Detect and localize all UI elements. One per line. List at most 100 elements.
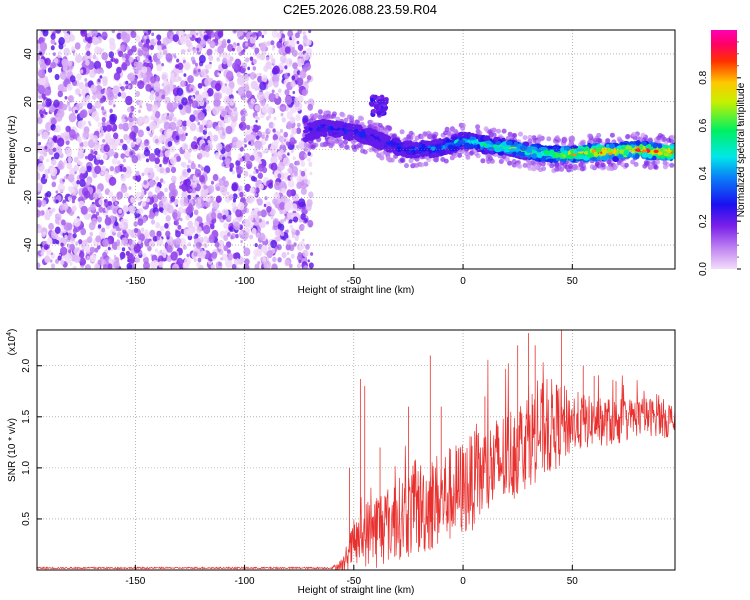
noise-blob — [214, 48, 218, 53]
noise-blob — [258, 164, 264, 172]
noise-blob — [63, 87, 68, 93]
noise-blob — [58, 163, 63, 169]
noise-blob — [95, 235, 102, 243]
noise-blob — [207, 63, 212, 70]
noise-blob — [103, 199, 107, 203]
noise-blob — [161, 145, 166, 151]
noise-blob — [179, 35, 187, 45]
noise-blob — [84, 78, 88, 82]
noise-blob — [226, 191, 230, 196]
noise-blob — [148, 56, 152, 61]
noise-blob — [231, 263, 237, 269]
noise-blob — [284, 95, 293, 105]
noise-blob — [270, 208, 276, 216]
noise-blob — [243, 131, 248, 137]
ridge-halo — [406, 134, 412, 140]
noise-blob — [46, 237, 53, 246]
noise-blob — [130, 127, 134, 131]
noise-blob — [252, 58, 257, 65]
noise-blob — [182, 244, 187, 250]
noise-blob — [184, 257, 191, 266]
noise-blob — [286, 252, 290, 255]
noise-blob — [277, 173, 282, 179]
noise-blob — [235, 160, 241, 167]
noise-blob — [65, 147, 73, 157]
noise-blob — [141, 200, 147, 207]
noise-blob — [77, 160, 82, 165]
noise-blob — [123, 53, 126, 57]
noise-blob — [148, 167, 154, 174]
noise-blob — [80, 103, 83, 107]
ridge-halo — [342, 139, 348, 145]
noise-blob — [247, 73, 251, 77]
noise-blob — [116, 231, 122, 238]
noise-blob — [202, 108, 207, 114]
noise-blob — [254, 47, 260, 54]
noise-blob — [77, 120, 85, 130]
noise-blob — [78, 239, 83, 245]
noise-blob — [89, 231, 94, 237]
noise-blob — [45, 98, 52, 107]
noise-blob — [198, 234, 201, 237]
noise-blob — [133, 120, 138, 126]
ridge-halo — [488, 132, 494, 138]
noise-blob — [175, 95, 183, 103]
noise-blob — [163, 79, 169, 86]
ridge-point — [373, 131, 380, 137]
ridge-point — [657, 151, 663, 156]
noise-blob — [268, 121, 274, 129]
spectrogram-y-tick-label: -40 — [23, 237, 34, 252]
noise-blob — [121, 118, 126, 124]
noise-blob — [257, 116, 261, 121]
ridge-halo — [408, 158, 414, 164]
noise-blob — [138, 99, 143, 106]
ridge-point — [563, 146, 570, 152]
noise-blob — [293, 216, 299, 223]
noise-blob — [179, 217, 183, 222]
noise-blob — [51, 181, 57, 188]
noise-blob — [279, 201, 286, 210]
ridge-point — [473, 144, 478, 149]
noise-blob — [289, 219, 293, 224]
noise-blob — [239, 230, 243, 235]
noise-blob — [236, 76, 244, 86]
ridge-point — [405, 150, 414, 156]
ridge-halo — [351, 144, 357, 150]
noise-blob — [100, 69, 105, 74]
noise-blob — [186, 253, 189, 257]
noise-blob — [271, 263, 278, 269]
noise-blob — [189, 114, 196, 122]
noise-blob — [203, 97, 207, 102]
ridge-halo — [643, 161, 649, 167]
ridge-halo — [657, 133, 663, 138]
ridge-point — [311, 122, 318, 128]
noise-blob — [74, 171, 77, 175]
ridge-halo — [468, 150, 474, 156]
noise-blob — [254, 193, 258, 197]
noise-blob — [120, 184, 128, 193]
noise-blob — [118, 83, 122, 88]
noise-blob — [235, 233, 239, 239]
ridge-point — [651, 155, 657, 161]
noise-blob — [139, 104, 143, 109]
noise-blob — [121, 237, 128, 246]
ridge-point — [319, 119, 328, 125]
noise-blob — [188, 148, 192, 153]
noise-blob — [191, 34, 195, 38]
noise-blob — [301, 89, 307, 96]
noise-blob — [79, 179, 86, 188]
noise-blob — [151, 219, 155, 225]
noise-blob — [57, 137, 65, 147]
noise-blob — [166, 128, 173, 137]
noise-blob — [239, 157, 244, 163]
ridge-halo — [589, 164, 595, 170]
noise-blob — [223, 180, 229, 188]
noise-blob — [231, 201, 237, 208]
ridge-halo — [313, 113, 319, 119]
noise-blob — [101, 130, 105, 134]
noise-blob — [130, 141, 136, 148]
noise-blob — [104, 114, 108, 118]
noise-blob — [144, 229, 149, 235]
noise-blob — [72, 233, 77, 239]
noise-blob — [63, 222, 71, 231]
